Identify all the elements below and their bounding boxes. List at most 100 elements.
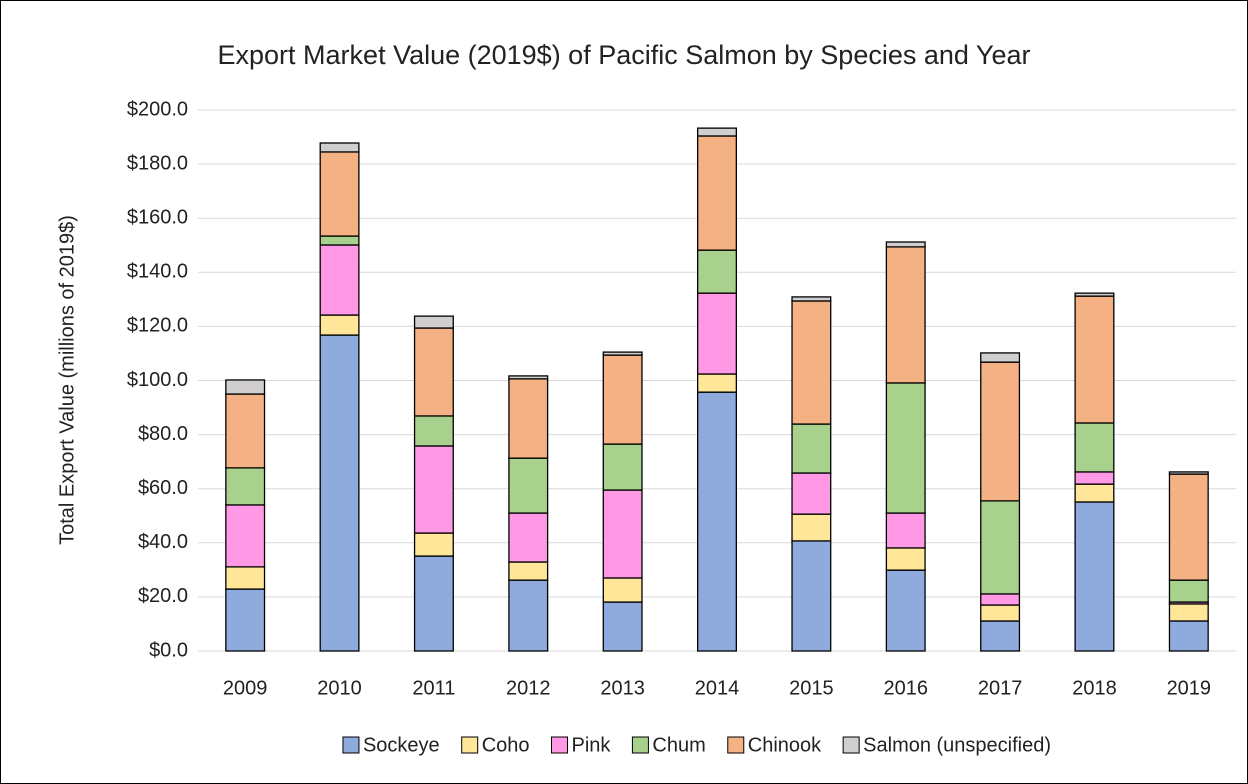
- bar-segment: [413, 415, 454, 447]
- bar-segment: [697, 127, 737, 137]
- x-tick-label: 2018: [1072, 677, 1117, 699]
- bar-segment: [791, 540, 832, 652]
- bar-segment: [508, 375, 549, 380]
- bar-segment: [602, 577, 643, 603]
- bar-segment: [1074, 422, 1115, 473]
- legend-swatch: [551, 736, 568, 754]
- bar-segment: [225, 504, 266, 568]
- y-tick-label: $160.0: [127, 206, 188, 228]
- chart-title: Export Market Value (2019$) of Pacific S…: [218, 40, 1031, 70]
- bar-segment: [225, 379, 266, 395]
- y-tick-label: $0.0: [149, 639, 188, 661]
- y-tick-label: $180.0: [127, 152, 188, 174]
- legend-swatch: [342, 736, 360, 754]
- bar-segment: [697, 135, 737, 251]
- y-tick-label: $140.0: [127, 261, 188, 283]
- bar-segment: [697, 373, 737, 393]
- y-tick-label: $200.0: [127, 98, 188, 120]
- bar-segment: [225, 467, 266, 506]
- bar-segment: [791, 423, 832, 474]
- bar-segment: [508, 378, 549, 459]
- legend-swatch: [842, 736, 860, 754]
- bar-segment: [508, 457, 549, 514]
- bar-segment: [319, 235, 360, 246]
- x-tick-label: 2014: [695, 677, 740, 699]
- bar-segment: [697, 391, 737, 652]
- legend-swatch: [631, 736, 649, 754]
- bar-segment: [697, 292, 737, 375]
- bar-segment: [980, 352, 1021, 363]
- x-tick-label: 2016: [883, 677, 928, 699]
- y-tick-label: $60.0: [138, 477, 188, 499]
- bar-segment: [319, 244, 360, 316]
- bar-segment: [413, 315, 454, 329]
- bar-segment: [413, 532, 454, 557]
- bar-segment: [508, 512, 549, 563]
- x-tick-label: 2012: [506, 677, 551, 699]
- legend-label: Salmon (unspecified): [863, 734, 1051, 756]
- bar-segment: [980, 500, 1021, 595]
- bar-segment: [791, 300, 832, 425]
- bar-segment: [319, 314, 360, 336]
- bar-segment: [225, 588, 266, 652]
- bar-segment: [1074, 483, 1115, 503]
- x-tick-label: 2011: [412, 677, 455, 699]
- bar-segment: [885, 382, 926, 514]
- y-tick-label: $80.0: [138, 423, 188, 445]
- legend-label: Pink: [572, 734, 612, 756]
- bar-segment: [885, 512, 926, 549]
- bar-segment: [413, 327, 454, 417]
- y-axis-label: Total Export Value (millions of 2019$): [56, 215, 78, 545]
- bar-segment: [791, 296, 832, 302]
- bar-segment: [602, 601, 643, 652]
- bar-segment: [697, 249, 737, 294]
- bar-segment: [885, 569, 926, 652]
- bar-segment: [791, 513, 832, 542]
- legend-label: Coho: [482, 734, 530, 756]
- legend-label: Sockeye: [363, 734, 440, 756]
- bar-segment: [1168, 603, 1209, 622]
- bar-segment: [413, 445, 454, 534]
- bar-segment: [602, 351, 643, 356]
- bar-segment: [319, 142, 360, 153]
- legend-swatch: [461, 736, 479, 754]
- bar-segment: [319, 151, 360, 237]
- legend-swatch: [727, 736, 745, 754]
- bar-segment: [508, 561, 549, 581]
- bar-segment: [225, 566, 266, 590]
- y-tick-label: $40.0: [138, 531, 188, 553]
- bar-segment: [508, 579, 549, 652]
- bar-segment: [1168, 579, 1209, 603]
- bar-segment: [602, 354, 643, 445]
- x-tick-label: 2010: [317, 677, 362, 699]
- bar-segment: [413, 555, 454, 652]
- x-tick-label: 2019: [1167, 677, 1212, 699]
- bar-segment: [319, 334, 360, 652]
- bar-segment: [980, 620, 1021, 652]
- bar-segment: [885, 547, 926, 571]
- bar-segment: [1074, 295, 1115, 424]
- bar-segment: [980, 604, 1021, 622]
- bar-segment: [1074, 471, 1115, 485]
- x-tick-label: 2013: [600, 677, 645, 699]
- bar-segment: [1074, 292, 1115, 297]
- bar-segment: [1168, 473, 1209, 581]
- x-tick-label: 2009: [223, 677, 268, 699]
- legend-label: Chinook: [748, 734, 822, 756]
- legend-label: Chum: [652, 734, 705, 756]
- bar-segment: [980, 593, 1021, 606]
- y-tick-label: $20.0: [138, 585, 188, 607]
- bar-segment: [1074, 501, 1115, 652]
- bar-segment: [980, 361, 1021, 502]
- bar-segment: [225, 393, 266, 469]
- bar-segment: [602, 489, 643, 579]
- bar-segment: [1168, 471, 1209, 475]
- bar-segment: [791, 472, 832, 515]
- bar-segment: [1168, 620, 1209, 652]
- bar-segment: [602, 443, 643, 491]
- y-tick-label: $120.0: [127, 315, 188, 337]
- x-tick-label: 2015: [789, 677, 834, 699]
- x-tick-label: 2017: [978, 677, 1023, 699]
- bar-segment: [885, 241, 926, 248]
